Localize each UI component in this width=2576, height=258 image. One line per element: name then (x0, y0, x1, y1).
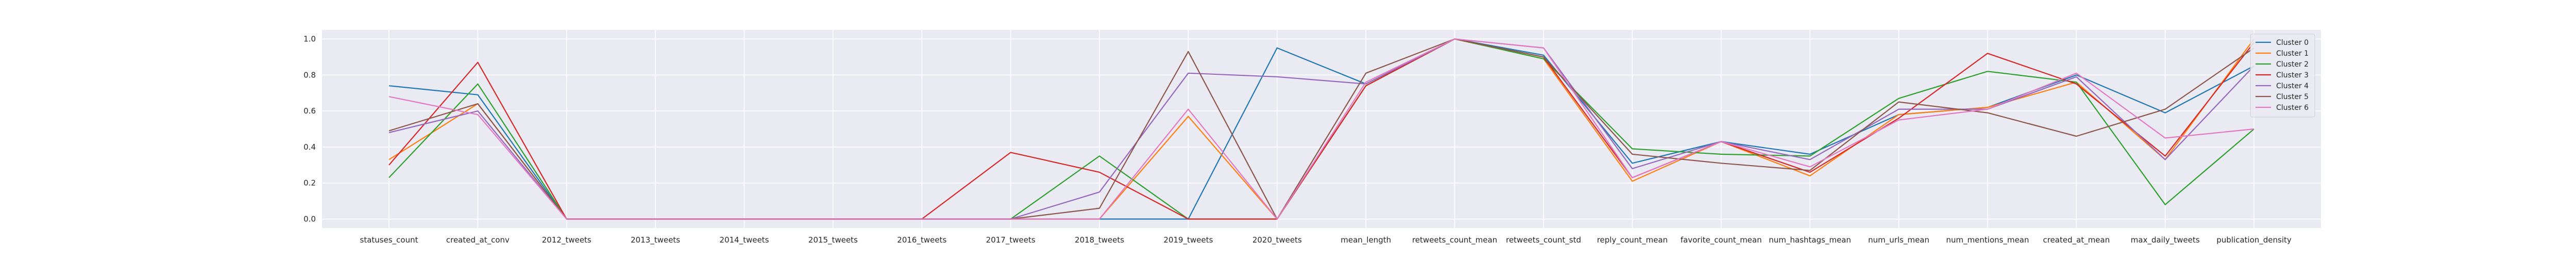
x-tick-label: 2013_tweets (631, 235, 680, 245)
x-tick-label: retweets_count_mean (1412, 235, 1497, 245)
legend-label: Cluster 1 (2276, 50, 2309, 58)
x-tick-label: reply_count_mean (1597, 235, 1668, 245)
y-tick-label: 0.8 (303, 70, 316, 79)
x-tick-label: 2015_tweets (808, 235, 858, 245)
plot-area (322, 30, 2321, 228)
series-line-cluster-6 (388, 38, 2255, 220)
y-tick-label: 1.0 (303, 34, 316, 43)
x-tick-label: max_daily_tweets (2131, 235, 2200, 245)
legend-label: Cluster 0 (2276, 39, 2309, 47)
gridlines (322, 30, 2321, 228)
series-lines (388, 38, 2255, 220)
x-tick-label: publication_density (2216, 235, 2292, 245)
legend: Cluster 0 Cluster 1 Cluster 2 Cluster 3 Clus… (2250, 34, 2315, 118)
x-tick-label: 2012_tweets (542, 235, 591, 245)
x-tick-label: created_at_mean (2043, 235, 2110, 245)
legend-label: Cluster 6 (2276, 104, 2309, 112)
x-tick-label: num_hashtags_mean (1769, 235, 1851, 245)
y-tick-label: 0.4 (303, 142, 316, 152)
legend-label: Cluster 2 (2276, 60, 2309, 69)
x-tick-label: 2020_tweets (1252, 235, 1302, 245)
legend-label: Cluster 3 (2276, 71, 2309, 79)
x-axis-ticks: statuses_count created_at_conv 2012_tweets… (360, 235, 2292, 245)
x-tick-label: 2017_tweets (986, 235, 1036, 245)
x-tick-label: 2019_tweets (1163, 235, 1213, 245)
x-tick-label: 2014_tweets (720, 235, 769, 245)
x-tick-label: favorite_count_mean (1681, 235, 1762, 245)
x-tick-label: num_urls_mean (1868, 235, 1929, 245)
x-tick-label: statuses_count (360, 235, 418, 245)
legend-label: Cluster 4 (2276, 82, 2309, 90)
x-tick-label: 2016_tweets (897, 235, 946, 245)
x-tick-label: 2018_tweets (1075, 235, 1124, 245)
y-axis-ticks: 0.0 0.2 0.4 0.6 0.8 1.0 (303, 34, 316, 223)
legend-label: Cluster 5 (2276, 93, 2309, 101)
y-tick-label: 0.2 (303, 179, 316, 188)
x-tick-label: created_at_conv (446, 235, 510, 245)
y-tick-label: 0.0 (303, 215, 316, 224)
x-tick-label: num_mentions_mean (1946, 235, 2029, 245)
x-tick-label: retweets_count_std (1506, 235, 1581, 245)
y-tick-label: 0.6 (303, 106, 316, 116)
x-tick-label: mean_length (1341, 235, 1391, 245)
